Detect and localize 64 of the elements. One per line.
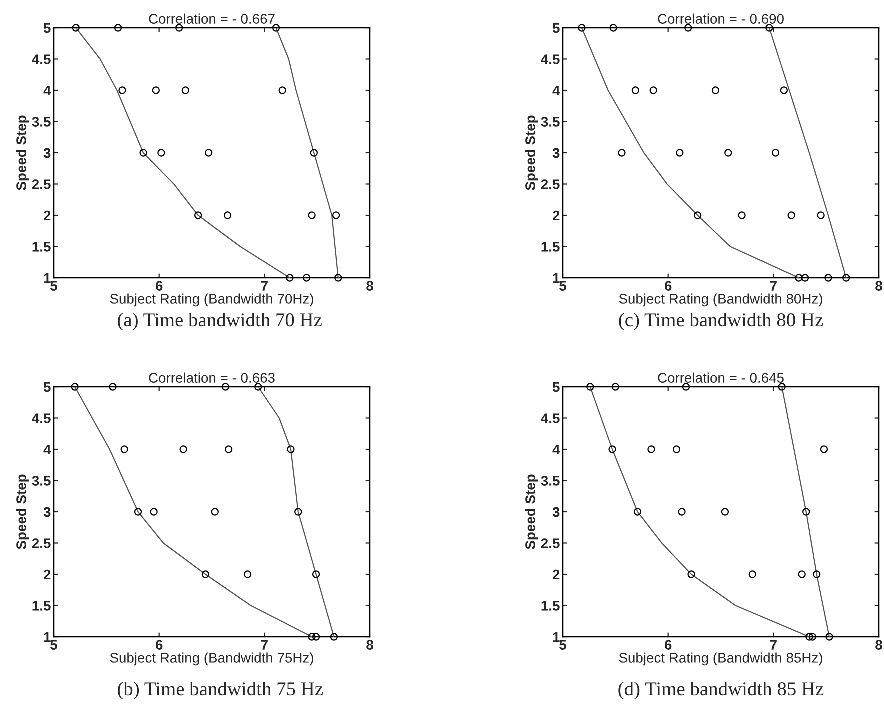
x-tick-label: 8 [366,281,374,291]
y-tick-label: 2.5 [541,538,560,548]
y-tick-label: 4 [44,86,52,96]
x-axis-title: Subject Rating (Bandwidth 70Hz) [110,294,314,307]
y-tick-label: 4.5 [32,414,51,424]
y-axis-title: Speed Step [16,116,30,190]
y-tick-label: 3 [552,148,560,158]
x-tick-label: 8 [876,640,882,650]
x-tick-label: 7 [770,281,777,291]
x-axis-title: Subject Rating (Bandwidth 75Hz) [110,652,314,666]
y-tick-label: 4 [44,444,52,455]
y-axis-title: Speed Step [16,474,30,550]
y-tick-label: 5 [552,382,560,392]
y-tick-label: 1 [44,632,51,642]
y-axis-title: Speed Step [525,474,538,550]
y-tick-label: 3 [44,148,51,158]
y-tick-label: 2.5 [32,180,51,190]
text: (a) Time bandwidth 70 Hz [118,313,322,331]
y-tick-label: 3.5 [32,476,51,486]
y-tick-label: 1.5 [542,242,560,252]
y-tick-label: 2 [44,570,51,580]
y-tick-label: 1 [553,632,560,642]
y-tick-label: 2 [44,210,51,221]
y-tick-label: 4 [552,444,560,455]
y-tick-label: 1.5 [32,601,51,611]
x-tick-label: 6 [156,281,163,291]
y-tick-label: 5 [44,23,51,34]
x-tick-label: 7 [770,640,777,650]
y-tick-label: 5 [44,382,51,392]
y-tick-label: 1.5 [542,601,560,611]
y-tick-label: 3 [44,507,51,518]
x-tick-label: 6 [156,640,163,650]
y-axis-title: Speed Step [525,116,538,190]
y-tick-label: 3 [552,507,560,518]
y-tick-label: 1.5 [32,242,51,252]
y-tick-label: 2.5 [541,180,560,190]
y-tick-label: 1 [553,273,560,284]
y-tick-label: 4.5 [541,414,560,424]
y-tick-label: 1 [44,273,51,284]
text: (b) Time bandwidth 75 Hz [118,682,323,700]
y-tick-label: 2 [552,570,560,580]
chart-title: Correlation = - 0.690 [658,14,784,24]
x-tick-label: 8 [876,281,882,291]
x-axis-title: Subject Rating (Bandwidth 80Hz) [619,294,822,307]
y-tick-label: 4 [552,86,560,96]
chart-title: Correlation = - 0.645 [658,372,784,383]
chart-title: Correlation = - 0.663 [149,372,275,383]
x-tick-label: 8 [366,640,374,650]
y-tick-label: 3.5 [541,476,560,486]
x-tick-label: 6 [664,281,672,291]
y-tick-label: 4.5 [32,54,51,64]
y-tick-label: 3.5 [32,117,51,127]
y-tick-label: 3.5 [541,117,560,127]
text: (c) Time bandwidth 80 Hz [619,313,824,331]
text: (d) Time bandwidth 85 Hz [618,682,824,700]
x-tick-label: 7 [261,640,268,650]
x-tick-label: 7 [261,281,268,291]
y-tick-label: 5 [552,23,560,34]
y-tick-label: 4.5 [541,54,560,64]
y-tick-label: 2.5 [32,538,51,548]
chart-title: Correlation = - 0.667 [149,14,275,24]
y-tick-label: 2 [552,210,560,221]
x-axis-title: Subject Rating (Bandwidth 85Hz) [619,652,822,666]
x-tick-label: 6 [664,640,672,650]
